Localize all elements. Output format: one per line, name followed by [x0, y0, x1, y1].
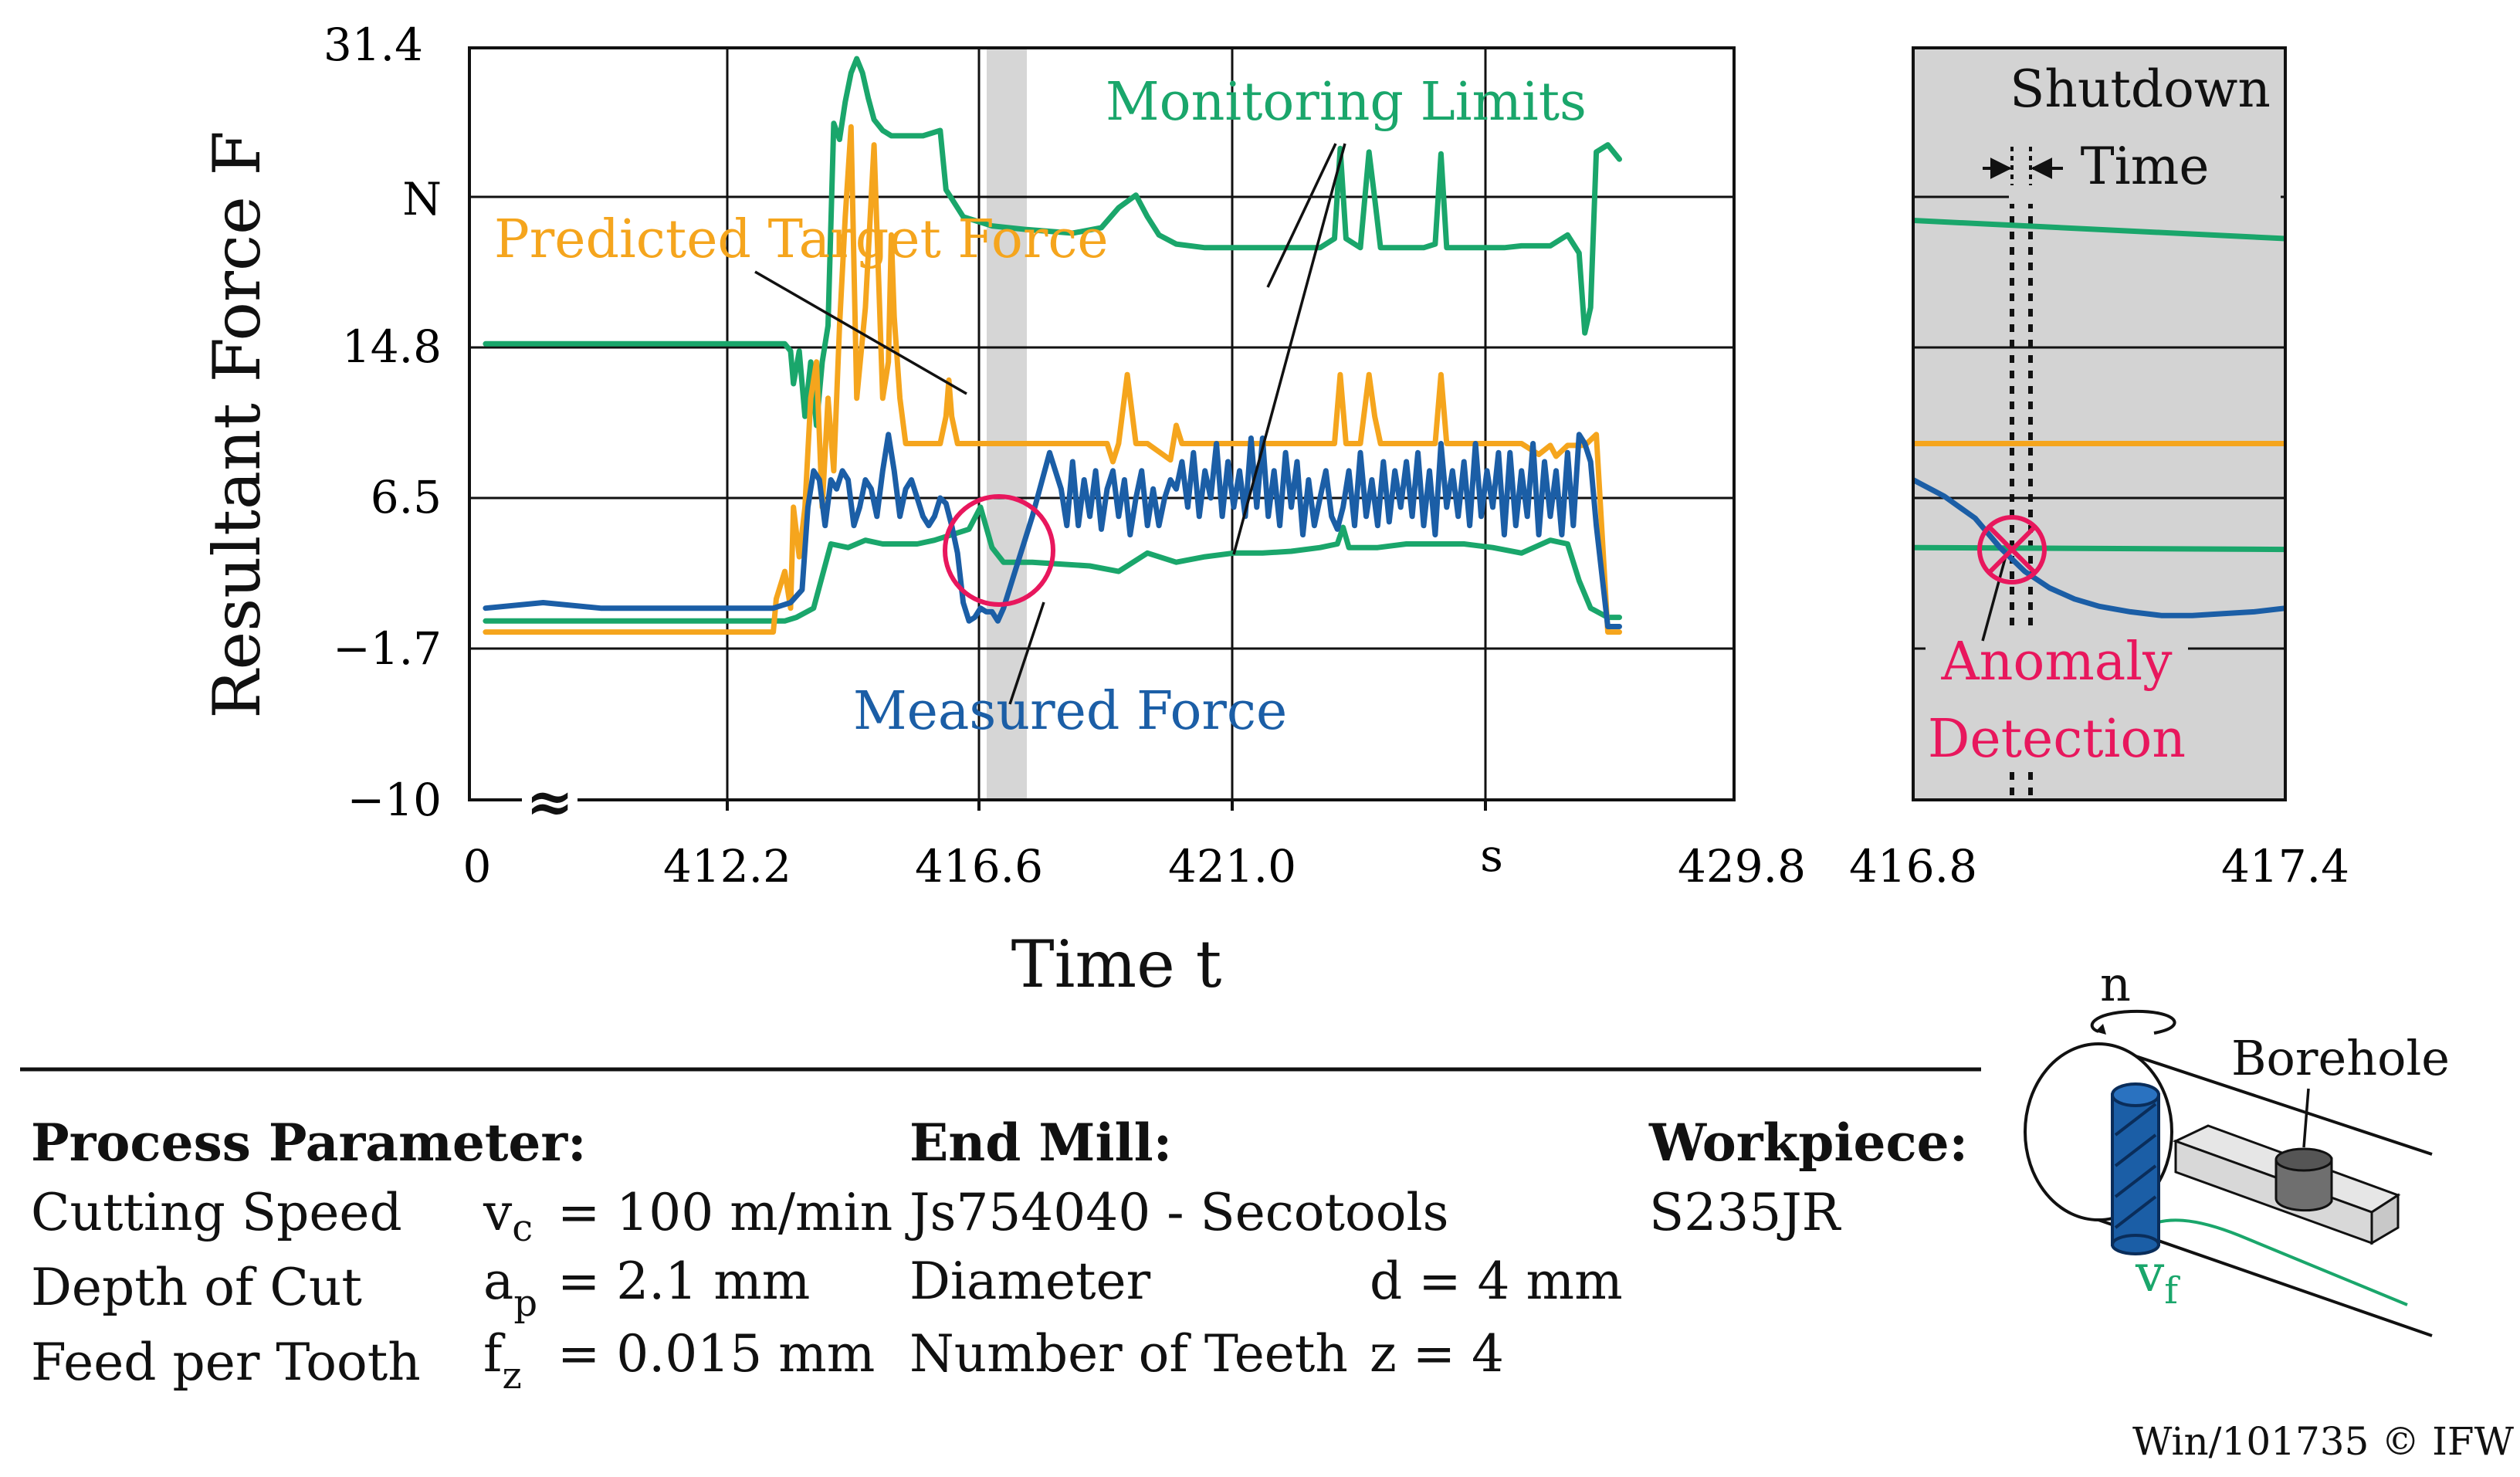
diameter-label: Diameter [909, 1252, 1151, 1311]
leader-limits-upper [1266, 143, 1337, 288]
y-unit-label: N [402, 173, 442, 225]
plot-frame [468, 46, 1736, 801]
y-tick-label: 31.4 [323, 19, 423, 71]
zoom-frame [1912, 46, 2287, 801]
zoom-series [1913, 218, 2285, 618]
leader-anomaly [1981, 555, 2007, 642]
y-tick-label: 14.8 [342, 320, 442, 373]
detection-label: Detection [1928, 709, 2186, 770]
depth-value: = 2.1 mm [557, 1252, 810, 1311]
diameter-value: d = 4 mm [1370, 1252, 1623, 1311]
feed-value: = 0.015 mm [557, 1324, 875, 1384]
zoom-measured-force-line [1913, 477, 2285, 618]
axis-break-symbol: ≈ [526, 769, 574, 835]
feed-velocity-label: vf [2135, 1244, 2180, 1313]
workpiece-material: S235JR [1649, 1183, 1842, 1242]
mill-title: End Mill: [909, 1113, 1172, 1173]
teeth-label: Number of Teeth [909, 1324, 1348, 1384]
main-frame [468, 46, 1736, 811]
process-parameters: Process Parameter: Cutting Speed Depth o… [31, 1113, 892, 1397]
anomaly-circle [943, 494, 1055, 607]
end-mill-tool [2111, 1082, 2160, 1255]
leader-target [754, 270, 967, 395]
x-tick-label: 429.8 [1678, 840, 1806, 893]
y-tick-label: −10 [347, 774, 442, 826]
main-chart: 31.4 N 14.8 6.5 −1.7 −10 0 412.2 416.6 4… [199, 19, 1806, 1002]
leader-borehole [2302, 1088, 2310, 1148]
series-predicted-target-force-line [483, 124, 1622, 635]
rotation-arrowhead [2095, 1024, 2106, 1035]
workpiece-title: Workpiece: [1648, 1113, 1968, 1173]
feed-symbol: fz [483, 1324, 522, 1397]
series-label-measured: Measured Force [853, 681, 1287, 742]
cutting-speed-value: = 100 m/min [557, 1183, 892, 1242]
depth-symbol: ap [483, 1252, 537, 1325]
cutting-speed-symbol: vc [483, 1183, 533, 1250]
axis-break-gap [522, 781, 578, 818]
x-axis-title: Time t [1011, 927, 1222, 1002]
milling-illustration: n Borehole vf [2024, 956, 2450, 1337]
process-title: Process Parameter: [31, 1113, 587, 1173]
y-tick-label: 6.5 [371, 471, 442, 523]
depth-label: Depth of Cut [31, 1258, 362, 1317]
end-mill-parameters: End Mill: Js754040 - Secotools Diameter … [905, 1113, 1623, 1384]
footer-credit: Win/101735 © IFW [2132, 1419, 2515, 1464]
shutdown-label-bg [2009, 57, 2281, 204]
zoom-x-tick-label: 416.8 [1849, 840, 1977, 893]
shutdown-label: Shutdown [2010, 59, 2271, 119]
leader-measured [1008, 601, 1045, 705]
annotation-leaders [754, 143, 1346, 705]
zoom-monitoring-limits-upper-line [1913, 218, 2285, 242]
main-series [483, 56, 1622, 635]
teeth-value: z = 4 [1370, 1324, 1504, 1384]
x-unit-label: s [1480, 829, 1503, 882]
series-measured-force-line [483, 432, 1622, 629]
borehole-label: Borehole [2231, 1030, 2450, 1086]
zoom-monitoring-limits-lower-line [1913, 544, 2285, 553]
rotation-label: n [2100, 956, 2131, 1012]
anomaly-label-bg [1926, 625, 2188, 772]
cutting-speed-label: Cutting Speed [31, 1183, 402, 1242]
x-tick-label: 0 [463, 840, 492, 893]
series-monitoring-limits-lower-line [483, 504, 1622, 624]
y-axis-title: Resultant Force F [199, 130, 275, 719]
zoom-chart: Shutdown Time Anomaly Detection 416.8 41… [1849, 46, 2349, 893]
anomaly-marker [1977, 515, 2047, 584]
workpiece-parameters: Workpiece: S235JR [1648, 1113, 1968, 1242]
x-tick-label: 416.6 [915, 840, 1043, 893]
borehole [2274, 1147, 2333, 1212]
series-label-target: Predicted Target Force [494, 209, 1109, 270]
mill-name: Js754040 - Secotools [905, 1183, 1448, 1242]
x-tick-label: 412.2 [663, 840, 791, 893]
rotation-arrow [2090, 1009, 2176, 1035]
x-tick-label: 421.0 [1168, 840, 1296, 893]
feed-label: Feed per Tooth [31, 1333, 421, 1392]
series-label-limits: Monitoring Limits [1106, 72, 1587, 133]
shutdown-time-label: Time [2081, 137, 2210, 196]
series-monitoring-limits-upper-line [483, 56, 1622, 429]
leader-limits-lower [1232, 143, 1346, 555]
zoom-x-tick-label: 417.4 [2221, 840, 2349, 893]
anomaly-label: Anomaly [1940, 632, 2173, 693]
y-tick-label: −1.7 [333, 622, 442, 675]
